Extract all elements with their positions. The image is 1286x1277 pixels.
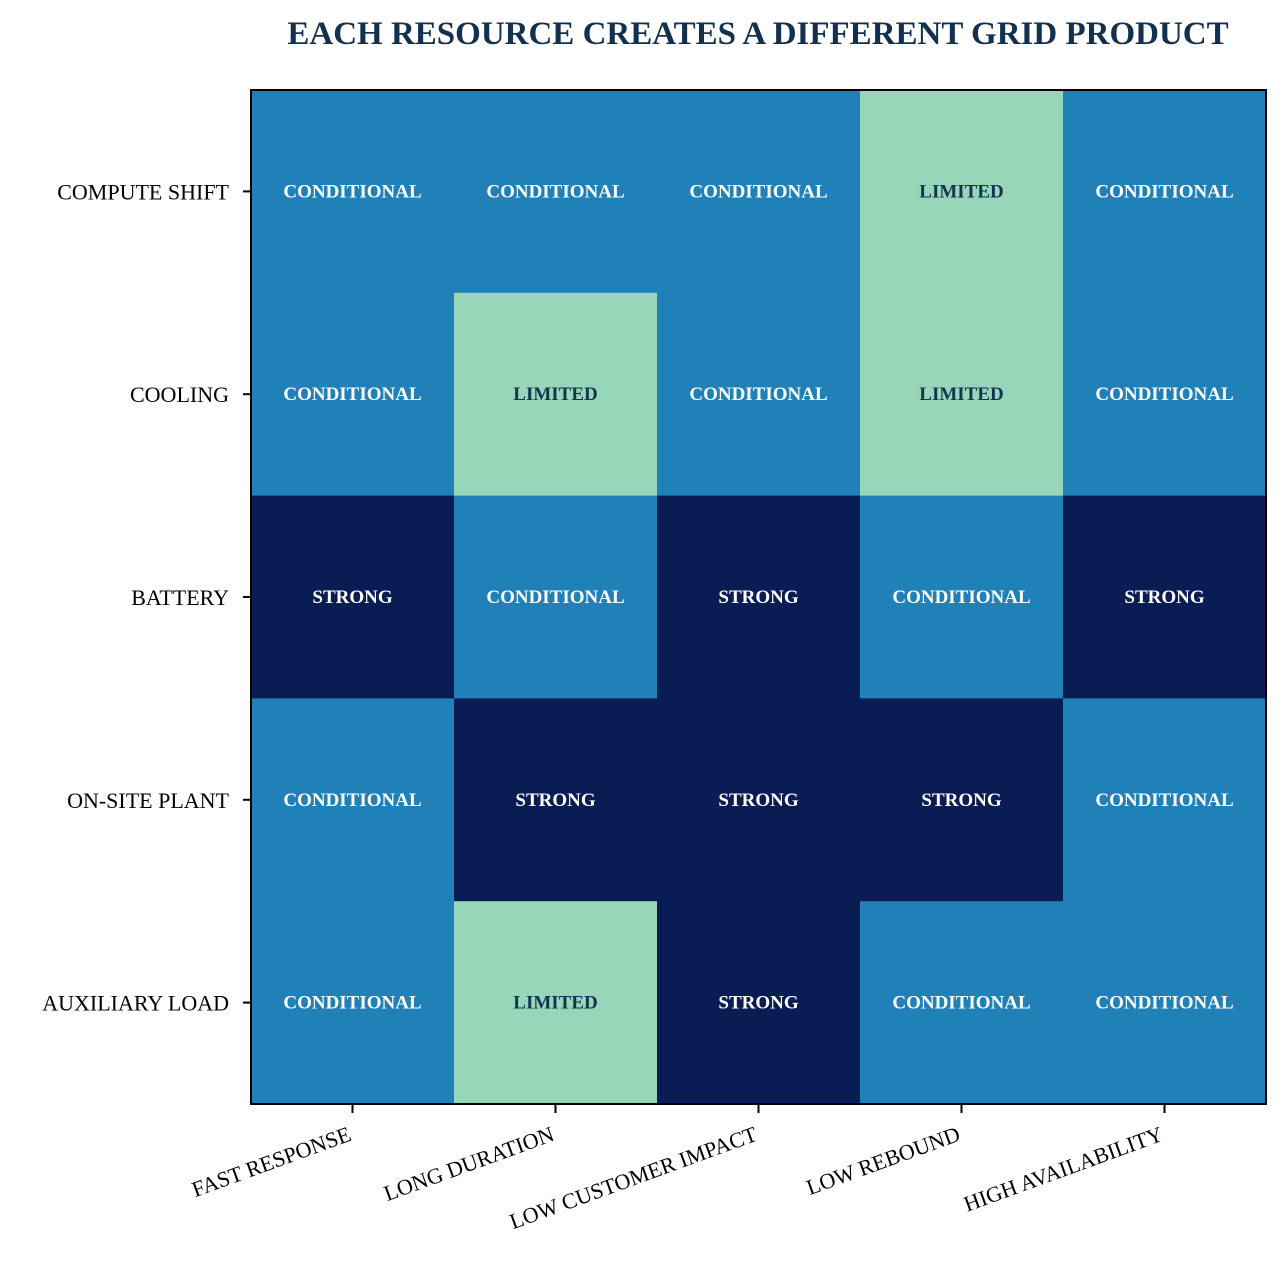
cell-value-label: CONDITIONAL	[1095, 384, 1233, 405]
cell-value-label: LIMITED	[513, 993, 597, 1014]
y-tick-label: AUXILIARY LOAD	[42, 991, 229, 1016]
cell-value-label: CONDITIONAL	[486, 587, 624, 608]
x-tick-label: LONG DURATION	[380, 1121, 557, 1206]
cell-value-label: CONDITIONAL	[283, 181, 421, 202]
cell-value-label: LIMITED	[919, 384, 1003, 405]
heatmap-cell	[251, 495, 455, 699]
heatmap-cell	[860, 495, 1064, 699]
cell-value-label: CONDITIONAL	[1095, 993, 1233, 1014]
heatmap-cell	[454, 292, 658, 497]
y-axis: COMPUTE SHIFT COOLING BATTERY ON-SITE PLANT…	[42, 179, 251, 1016]
cell-value-label: STRONG	[515, 790, 595, 811]
heatmap-cell	[454, 698, 658, 902]
heatmap-cell-labels: CONDITIONAL CONDITIONAL CONDITIONAL LIMITED…	[283, 181, 1233, 1013]
heatmap-cell	[860, 292, 1064, 497]
cell-value-label: LIMITED	[919, 181, 1003, 202]
cell-value-label: STRONG	[718, 993, 798, 1014]
heatmap-cells	[251, 90, 1267, 1105]
cell-value-label: CONDITIONAL	[283, 790, 421, 811]
cell-value-label: CONDITIONAL	[283, 384, 421, 405]
chart-title: EACH RESOURCE CREATES A DIFFERENT GRID P…	[287, 16, 1228, 52]
heatmap-cell	[657, 495, 861, 699]
cell-value-label: CONDITIONAL	[689, 384, 827, 405]
heatmap-cell	[657, 90, 861, 294]
cell-value-label: CONDITIONAL	[892, 587, 1030, 608]
heatmap-cell	[1063, 292, 1267, 497]
heatmap-cell	[454, 495, 658, 699]
cell-value-label: STRONG	[718, 587, 798, 608]
cell-value-label: CONDITIONAL	[283, 993, 421, 1014]
heatmap-cell	[1063, 495, 1267, 699]
cell-value-label: STRONG	[718, 790, 798, 811]
heatmap-cell	[860, 90, 1064, 294]
heatmap-cell	[454, 901, 658, 1105]
heatmap-cell	[1063, 90, 1267, 294]
cell-value-label: CONDITIONAL	[689, 181, 827, 202]
heatmap-cell	[454, 90, 658, 294]
heatmap-cell	[860, 698, 1064, 902]
y-tick-label: COMPUTE SHIFT	[57, 179, 229, 204]
heatmap-cell	[860, 901, 1064, 1105]
cell-value-label: CONDITIONAL	[892, 993, 1030, 1014]
heatmap-cell	[251, 292, 455, 497]
x-tick-label: HIGH AVAILABILITY	[960, 1121, 1166, 1216]
x-tick-label: FAST RESPONSE	[188, 1121, 354, 1202]
cell-value-label: CONDITIONAL	[1095, 790, 1233, 811]
cell-value-label: STRONG	[312, 587, 392, 608]
cell-value-label: LIMITED	[513, 384, 597, 405]
y-tick-label: COOLING	[130, 382, 229, 407]
heatmap-cell	[1063, 901, 1267, 1105]
heatmap-cell	[657, 698, 861, 902]
heatmap-cell	[251, 698, 455, 902]
heatmap-cell	[657, 292, 861, 497]
cell-value-label: STRONG	[1124, 587, 1204, 608]
y-tick-label: ON-SITE PLANT	[67, 788, 229, 813]
cell-value-label: CONDITIONAL	[1095, 181, 1233, 202]
y-tick-label: BATTERY	[131, 585, 229, 610]
cell-value-label: CONDITIONAL	[486, 181, 624, 202]
cell-value-label: STRONG	[921, 790, 1001, 811]
x-tick-label: LOW REBOUND	[803, 1121, 963, 1200]
heatmap-cell	[251, 90, 455, 294]
heatmap-cell	[251, 901, 455, 1105]
heatmap-cell	[1063, 698, 1267, 902]
heatmap-cell	[657, 901, 861, 1105]
